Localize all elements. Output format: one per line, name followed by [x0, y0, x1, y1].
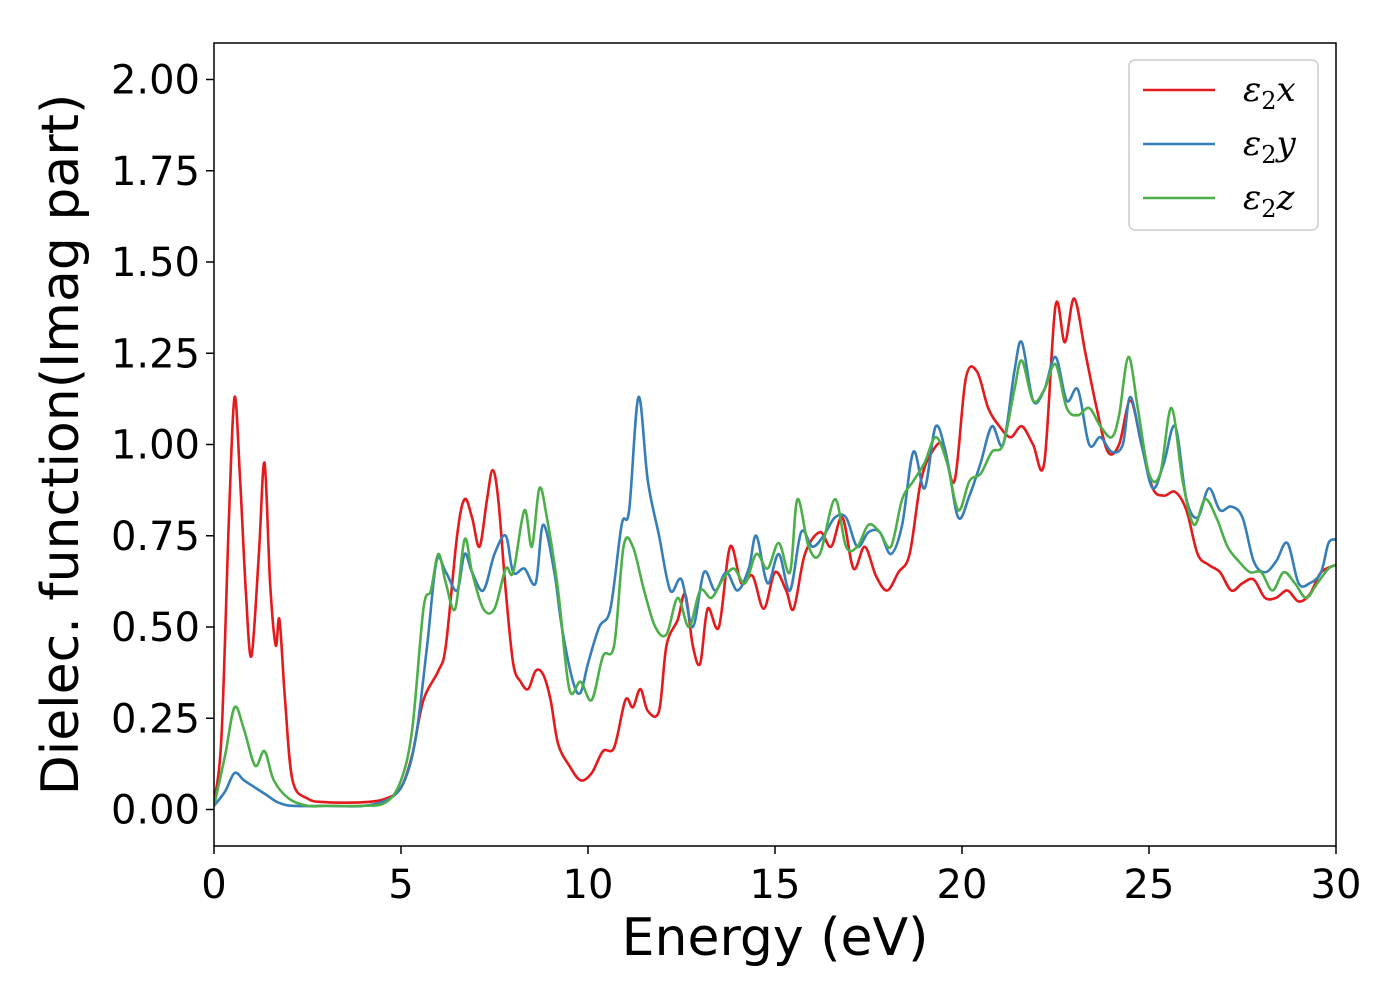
y-tick-label: 0.50 — [111, 605, 200, 651]
y-tick-label: 1.00 — [111, 423, 200, 469]
y-axis-label: Dielec. function(Imag part) — [31, 94, 91, 796]
y-tick-label: 2.00 — [111, 58, 200, 104]
y-tick-label: 0.75 — [111, 514, 200, 560]
series-line-x — [214, 297, 1336, 804]
x-tick-label: 20 — [937, 862, 988, 908]
y-axis-ticks: 0.00 0.25 0.50 0.75 1.00 1.25 1.50 1.75 2.00 — [111, 58, 214, 834]
x-tick-label: 15 — [750, 862, 801, 908]
legend-label-x: ε2x — [1243, 70, 1296, 115]
y-tick-label: 1.25 — [111, 331, 200, 377]
legend-box — [1128, 59, 1319, 231]
y-tick-label: 1.50 — [111, 240, 200, 286]
x-tick-label: 5 — [388, 862, 413, 908]
x-tick-label: 0 — [201, 862, 226, 908]
x-axis-ticks: 0 5 10 15 20 25 30 — [201, 846, 1361, 908]
y-tick-label: 0.00 — [111, 788, 200, 834]
legend: ε2x ε2y ε2z — [1128, 59, 1319, 231]
legend-label-y: ε2y — [1243, 124, 1297, 169]
x-axis-label: Energy (eV) — [622, 908, 929, 968]
y-tick-label: 0.25 — [111, 696, 200, 742]
y-tick-label: 1.75 — [111, 149, 200, 195]
plot-area — [214, 297, 1336, 808]
legend-label-z: ε2z — [1243, 178, 1296, 223]
x-tick-label: 10 — [563, 862, 614, 908]
x-tick-label: 30 — [1311, 862, 1362, 908]
series-line-z — [214, 355, 1336, 808]
x-tick-label: 25 — [1124, 862, 1175, 908]
